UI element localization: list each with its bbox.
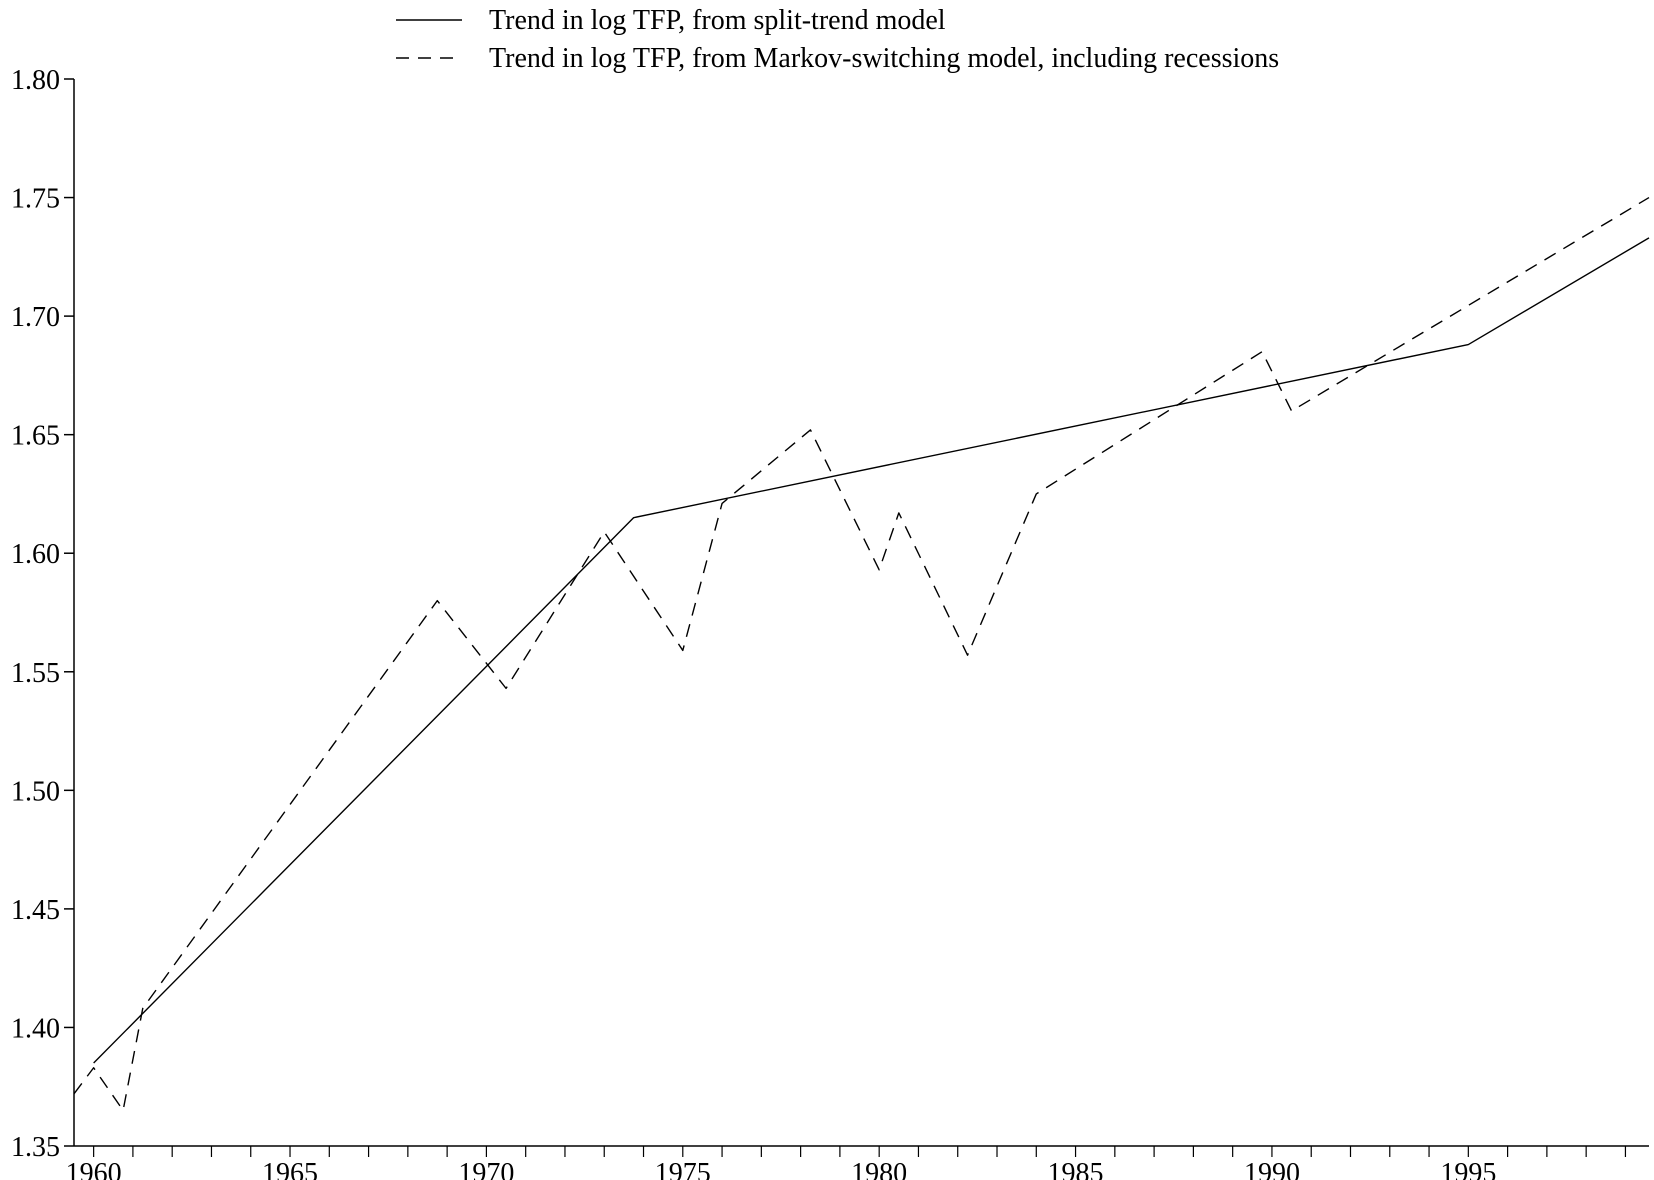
x-tick-label: 1985 — [1048, 1158, 1104, 1180]
legend-label: Trend in log TFP, from Markov-switching … — [489, 43, 1279, 74]
x-tick-label: 1980 — [851, 1158, 907, 1180]
x-tick-label: 1960 — [66, 1158, 122, 1180]
series-line-split-trend — [93, 237, 1650, 1064]
y-tick-label: 1.45 — [11, 895, 60, 926]
x-tick-label: 1995 — [1440, 1158, 1496, 1180]
axes: 1.35 1.40 1.45 1.50 1.55 1.60 1.65 1.70 1.75 1.80… — [11, 65, 1649, 1180]
y-tick-label: 1.60 — [11, 539, 60, 570]
y-tick-label: 1.65 — [11, 421, 60, 452]
y-tick-label: 1.75 — [11, 184, 60, 215]
y-tick-label: 1.50 — [11, 776, 60, 807]
y-tick-label: 1.55 — [11, 658, 60, 689]
y-tick-label: 1.70 — [11, 302, 60, 333]
x-tick-label: 1965 — [262, 1158, 318, 1180]
series-layer — [73, 196, 1650, 1112]
y-tick-label: 1.80 — [11, 65, 60, 96]
legend: Trend in log TFP, from split-trend model… — [396, 5, 1279, 74]
x-tick-label: 1970 — [458, 1158, 514, 1180]
x-tick-label: 1990 — [1244, 1158, 1300, 1180]
series-line-markov-switching — [73, 196, 1650, 1112]
y-tick-label: 1.35 — [11, 1132, 60, 1163]
legend-label: Trend in log TFP, from split-trend model — [489, 5, 946, 36]
x-tick-label: 1975 — [655, 1158, 711, 1180]
y-tick-label: 1.40 — [11, 1013, 60, 1044]
